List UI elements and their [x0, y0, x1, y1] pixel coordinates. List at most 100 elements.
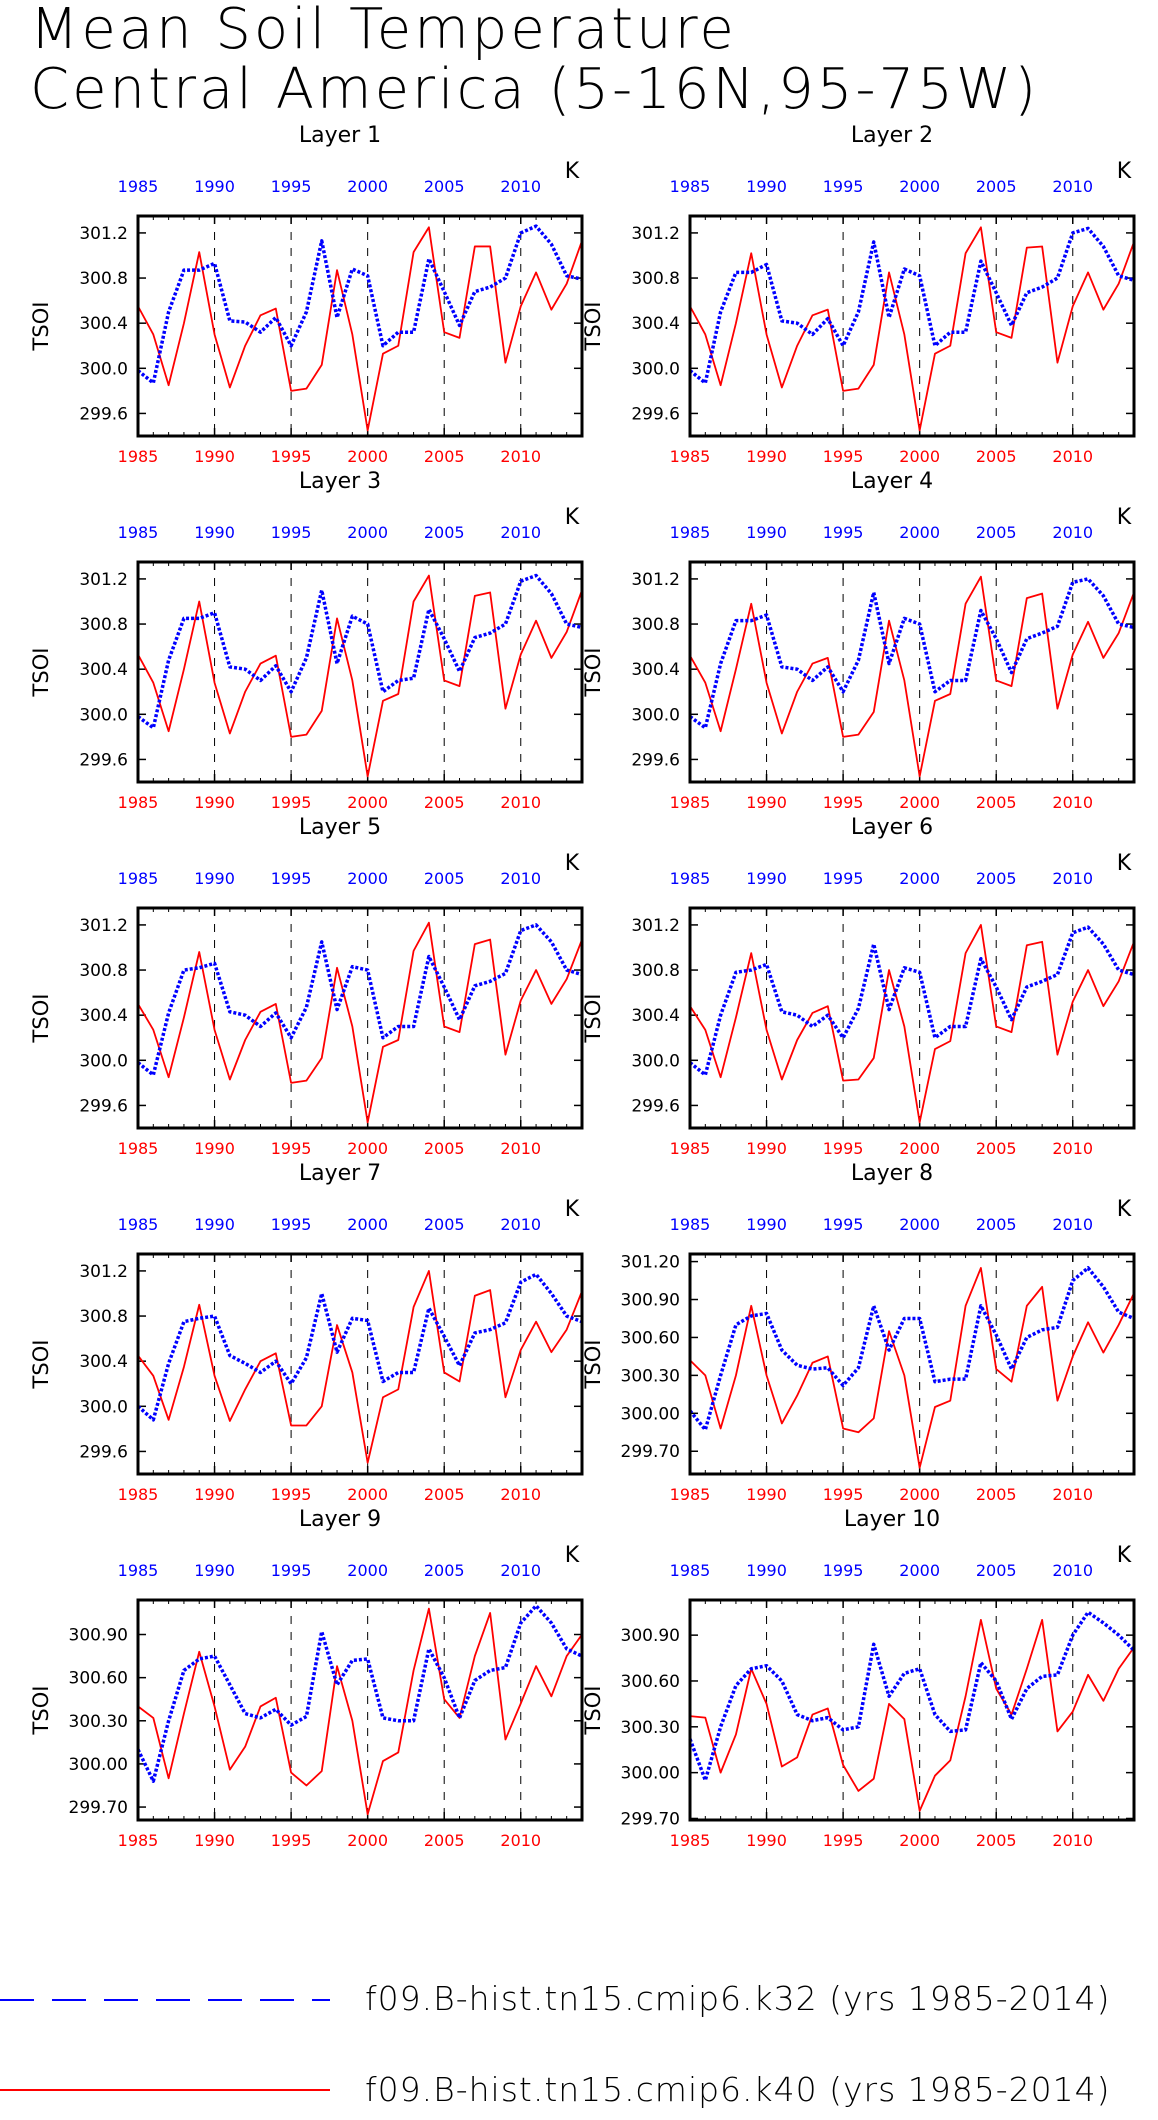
y-axis-label: TSOI [29, 302, 53, 352]
units-label: K [565, 1543, 580, 1568]
series-line-k40 [689, 1267, 1135, 1469]
x-tick-label-bottom: 2010 [1052, 1831, 1093, 1850]
x-tick-label-top: 2010 [1052, 869, 1093, 888]
panel-title: Layer 9 [299, 1507, 381, 1532]
series-line-k40 [689, 1618, 1135, 1812]
y-tick-label: 300.0 [79, 1397, 128, 1417]
x-tick-label-bottom: 2010 [500, 1485, 541, 1504]
x-tick-label-bottom: 1995 [823, 793, 864, 812]
x-tick-label-top: 1985 [670, 1561, 711, 1580]
y-tick-label: 300.0 [631, 359, 680, 379]
series-line-k32 [136, 1272, 583, 1422]
x-tick-label-top: 2010 [500, 869, 541, 888]
x-tick-label-top: 1995 [823, 869, 864, 888]
y-tick-label: 300.4 [79, 1006, 128, 1026]
y-tick-label: 299.70 [621, 1809, 680, 1829]
x-tick-label-top: 1985 [670, 177, 711, 196]
x-tick-label-top: 2005 [424, 1561, 465, 1580]
x-tick-label-bottom: 2005 [976, 1831, 1017, 1850]
x-tick-label-top: 1990 [194, 177, 235, 196]
x-tick-label-top: 2010 [1052, 1215, 1093, 1234]
y-tick-label: 301.2 [79, 570, 128, 590]
x-tick-label-top: 2010 [1052, 523, 1093, 542]
series-line-k32 [688, 1266, 1135, 1432]
panel-title: Layer 6 [851, 815, 933, 840]
y-tick-label: 301.2 [79, 916, 128, 936]
x-tick-label-bottom: 2005 [424, 1831, 465, 1850]
x-tick-label-bottom: 2010 [500, 1139, 541, 1158]
x-tick-label-bottom: 2005 [424, 1139, 465, 1158]
x-tick-label-top: 2005 [976, 1215, 1017, 1234]
x-tick-label-bottom: 2005 [976, 1485, 1017, 1504]
x-tick-label-bottom: 1995 [271, 447, 312, 466]
x-tick-label-bottom: 1990 [746, 1485, 787, 1504]
x-tick-label-bottom: 2000 [899, 1485, 940, 1504]
x-tick-label-bottom: 1990 [194, 793, 235, 812]
units-label: K [1117, 505, 1132, 530]
x-tick-label-bottom: 2000 [899, 793, 940, 812]
panel-title: Layer 8 [851, 1161, 933, 1186]
x-tick-label-top: 2010 [500, 1561, 541, 1580]
y-axis-label: TSOI [29, 648, 53, 698]
x-tick-label-top: 2005 [424, 869, 465, 888]
panel-10: Layer 10 K TSOI 1985 1985 1990 1990 1995 1995 200… [581, 1507, 1136, 1850]
series-line-k32 [688, 1610, 1136, 1783]
x-tick-label-bottom: 2010 [1052, 1485, 1093, 1504]
y-tick-label: 301.2 [631, 224, 680, 244]
x-tick-label-top: 2005 [424, 177, 465, 196]
x-tick-label-top: 1985 [118, 1215, 159, 1234]
x-tick-label-top: 1985 [670, 1215, 711, 1234]
panel-9: Layer 9 K TSOI 1985 1985 1990 1990 1995 1995 2000… [29, 1507, 584, 1850]
series-line-k32 [688, 925, 1135, 1077]
units-label: K [1117, 851, 1132, 876]
x-tick-label-bottom: 2005 [424, 1485, 465, 1504]
series-line-k40 [137, 1607, 583, 1816]
x-tick-label-top: 1990 [194, 523, 235, 542]
series-line-k32 [136, 224, 583, 385]
x-tick-label-bottom: 1985 [118, 447, 159, 466]
x-tick-label-bottom: 1985 [670, 447, 711, 466]
series-line-k32 [136, 573, 583, 730]
figure-title-line-2: Central America (5-16N,95-75W) [30, 57, 1040, 122]
x-tick-label-top: 1995 [271, 869, 312, 888]
legend-label-k40: f09.B-hist.tn15.cmip6.k40 (yrs 1985-2014… [365, 2070, 1111, 2109]
y-tick-label: 301.2 [631, 570, 680, 590]
x-tick-label-top: 1995 [823, 523, 864, 542]
series-line-k40 [689, 226, 1135, 432]
y-axis-label: TSOI [581, 302, 605, 352]
y-tick-label: 300.4 [631, 1006, 680, 1026]
x-tick-label-top: 1985 [670, 869, 711, 888]
x-tick-label-bottom: 1995 [823, 1139, 864, 1158]
x-tick-label-top: 1990 [746, 1215, 787, 1234]
x-tick-label-top: 2000 [347, 177, 388, 196]
x-tick-label-bottom: 2005 [424, 793, 465, 812]
x-tick-label-top: 1990 [746, 1561, 787, 1580]
y-tick-label: 300.4 [631, 660, 680, 680]
x-tick-label-bottom: 1990 [746, 793, 787, 812]
x-tick-label-bottom: 2010 [1052, 447, 1093, 466]
units-label: K [1117, 1543, 1132, 1568]
x-tick-label-top: 2010 [500, 177, 541, 196]
y-tick-label: 299.6 [79, 1096, 128, 1116]
series-line-k40 [689, 924, 1135, 1124]
y-tick-label: 300.0 [631, 705, 680, 725]
y-tick-label: 301.2 [79, 224, 128, 244]
x-tick-label-bottom: 1995 [271, 1139, 312, 1158]
y-tick-label: 300.60 [69, 1669, 128, 1689]
plot-frame [136, 560, 584, 784]
x-tick-label-top: 1990 [746, 869, 787, 888]
plot-frame [136, 906, 584, 1130]
x-tick-label-top: 1985 [118, 523, 159, 542]
series-line-k40 [137, 1270, 583, 1464]
plot-frame [688, 1252, 1136, 1476]
y-tick-label: 300.4 [79, 660, 128, 680]
legend-entry-k32: f09.B-hist.tn15.cmip6.k32 (yrs 1985-2014… [0, 1969, 1158, 2029]
x-tick-label-top: 1995 [823, 1561, 864, 1580]
y-tick-label: 300.00 [621, 1404, 680, 1424]
y-tick-label: 300.60 [621, 1672, 680, 1692]
x-tick-label-top: 1990 [746, 177, 787, 196]
x-tick-label-top: 1995 [823, 177, 864, 196]
y-tick-label: 299.70 [621, 1442, 680, 1462]
x-tick-label-top: 1990 [194, 869, 235, 888]
